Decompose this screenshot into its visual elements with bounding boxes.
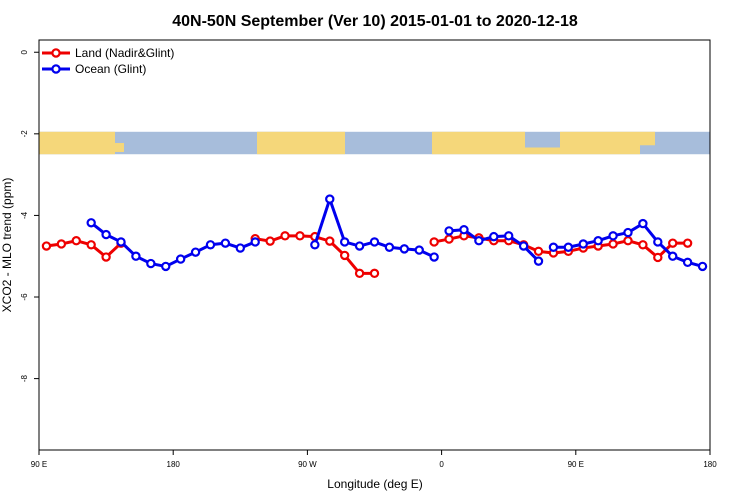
data-point <box>280 231 290 241</box>
data-point <box>548 242 559 252</box>
data-point <box>623 227 633 238</box>
data-point <box>71 236 81 246</box>
data-point <box>339 250 350 261</box>
data-point <box>414 245 424 255</box>
plot-frame <box>38 39 711 451</box>
world-map-strip <box>39 131 710 155</box>
map-land <box>257 131 345 155</box>
data-point <box>593 236 603 246</box>
data-point <box>653 252 663 263</box>
y-tick-label: 0 <box>20 49 29 54</box>
data-point <box>474 236 484 246</box>
x-tick-label: 180 <box>167 460 181 469</box>
data-point <box>504 231 514 241</box>
data-point <box>56 239 67 249</box>
chart-title: 40N-50N September (Ver 10) 2015-01-01 to… <box>172 13 578 30</box>
data-point <box>116 237 126 247</box>
y-axis-label: XCO2 - MLO trend (ppm) <box>0 178 14 313</box>
data-point <box>638 240 648 250</box>
legend-label: Ocean (Glint) <box>75 62 146 76</box>
legend-label: Land (Nadir&Glint) <box>75 46 174 60</box>
data-point <box>325 236 335 246</box>
data-point <box>146 258 156 269</box>
x-axis-label: Longitude (deg E) <box>327 477 422 491</box>
series-ocean <box>86 194 708 272</box>
data-point <box>101 252 111 262</box>
data-point <box>354 268 365 279</box>
legend-marker <box>51 48 61 58</box>
data-point <box>175 254 186 264</box>
data-point <box>668 238 678 248</box>
data-point <box>623 236 633 246</box>
data-point <box>563 242 574 252</box>
data-point <box>668 251 678 261</box>
y-tick-label: -8 <box>20 375 29 383</box>
data-point <box>578 239 588 249</box>
legend-marker <box>51 64 61 74</box>
map-land <box>115 143 124 152</box>
data-point <box>518 241 529 251</box>
y-tick-label: -2 <box>20 130 29 138</box>
map-land <box>560 131 640 155</box>
data-point <box>533 256 544 266</box>
data-point <box>444 234 454 244</box>
x-tick-label: 180 <box>703 460 717 469</box>
data-point <box>533 246 544 257</box>
data-point <box>220 238 231 248</box>
map-land <box>39 131 115 155</box>
data-point <box>41 241 52 251</box>
x-tick-label: 90 W <box>298 460 317 469</box>
data-point <box>369 237 380 247</box>
data-point <box>86 218 96 228</box>
data-point <box>429 237 439 247</box>
data-point <box>325 194 335 204</box>
x-tick-label: 0 <box>439 460 444 469</box>
data-point <box>682 257 693 268</box>
data-point <box>399 244 410 254</box>
data-point <box>250 237 260 247</box>
data-point <box>161 261 171 272</box>
data-point <box>444 226 454 236</box>
data-point <box>205 240 216 250</box>
data-point <box>697 261 708 272</box>
data-point <box>190 247 201 257</box>
y-tick-label: -6 <box>20 293 29 301</box>
data-point <box>101 229 111 240</box>
series-line <box>90 221 256 268</box>
y-tick-label: -4 <box>20 211 29 219</box>
data-point <box>369 268 380 279</box>
data-point <box>310 240 320 250</box>
data-point <box>608 231 618 241</box>
data-point <box>131 251 141 261</box>
data-point <box>429 252 439 262</box>
data-point <box>638 218 648 229</box>
data-point <box>265 236 275 246</box>
legend: Land (Nadir&Glint) Ocean (Glint) <box>42 46 174 76</box>
data-point <box>653 237 663 247</box>
x-tick-label: 90 E <box>568 460 584 469</box>
map-land <box>432 147 560 155</box>
x-tick-label: 90 E <box>31 460 47 469</box>
map-land <box>640 131 655 146</box>
data-point <box>295 231 305 241</box>
series-layer <box>41 194 708 279</box>
x-axis: 90 E 180 90 W 0 90 E 180 <box>31 450 717 469</box>
data-point <box>86 240 96 250</box>
data-point <box>682 238 693 248</box>
y-axis: 0 -2 -4 -6 -8 <box>20 49 39 382</box>
data-point <box>608 239 618 249</box>
data-point <box>354 241 365 251</box>
data-point <box>235 243 245 253</box>
map-land <box>432 131 525 150</box>
data-point <box>489 231 499 242</box>
data-point <box>459 225 469 235</box>
data-point <box>384 242 395 252</box>
data-point <box>339 237 350 247</box>
